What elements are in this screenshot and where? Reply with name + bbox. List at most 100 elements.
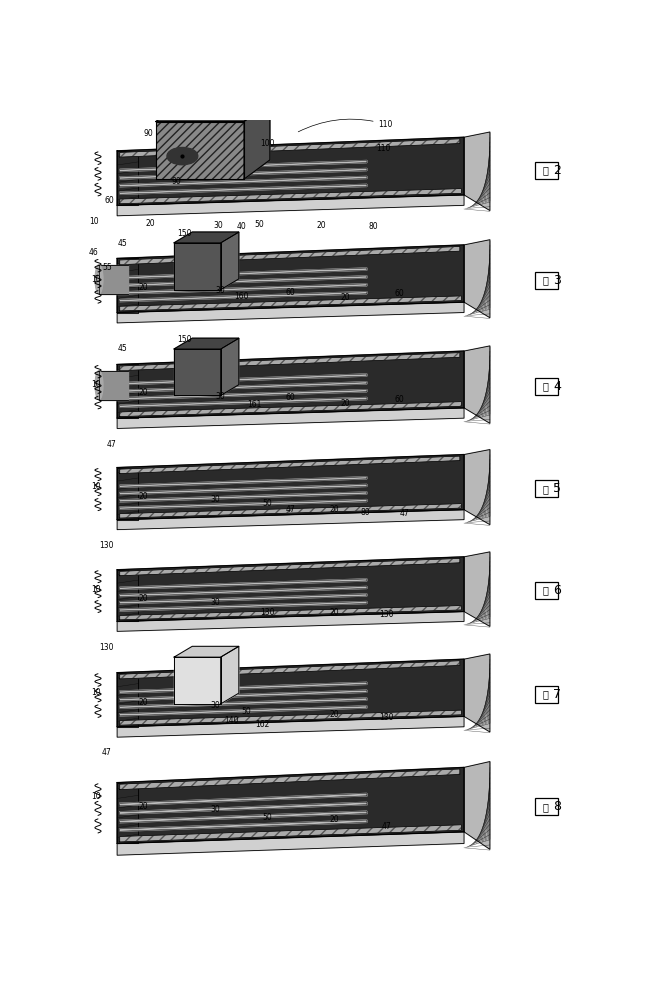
Text: 30: 30	[216, 286, 226, 295]
Polygon shape	[174, 657, 220, 704]
Polygon shape	[120, 168, 367, 179]
Text: 47: 47	[102, 748, 112, 757]
Polygon shape	[117, 195, 464, 216]
Polygon shape	[120, 161, 367, 171]
Text: 60: 60	[286, 393, 295, 402]
Text: 图: 图	[542, 585, 548, 595]
Text: 20: 20	[330, 815, 339, 824]
Polygon shape	[120, 276, 367, 286]
Polygon shape	[120, 802, 367, 814]
Polygon shape	[120, 769, 460, 790]
Text: 60: 60	[394, 289, 404, 298]
Text: 47: 47	[399, 509, 409, 518]
Polygon shape	[117, 351, 464, 418]
Text: 10: 10	[92, 792, 102, 801]
Text: 46: 46	[89, 248, 99, 257]
Text: 50: 50	[263, 499, 272, 508]
Polygon shape	[120, 268, 367, 279]
Polygon shape	[117, 408, 464, 428]
Text: 50: 50	[263, 813, 272, 822]
Polygon shape	[464, 132, 490, 211]
Polygon shape	[156, 122, 244, 179]
Polygon shape	[120, 477, 367, 487]
Text: 20: 20	[138, 698, 148, 707]
Text: 图: 图	[542, 381, 548, 391]
Text: 30: 30	[210, 805, 220, 814]
Polygon shape	[120, 504, 462, 518]
Polygon shape	[117, 455, 464, 520]
Polygon shape	[120, 296, 462, 311]
Polygon shape	[120, 586, 367, 597]
Polygon shape	[120, 661, 460, 679]
Polygon shape	[117, 258, 138, 312]
Polygon shape	[117, 557, 464, 621]
Text: 20: 20	[330, 505, 339, 514]
Text: 90: 90	[143, 129, 153, 138]
Polygon shape	[244, 102, 270, 179]
Text: 100: 100	[260, 139, 275, 148]
Polygon shape	[464, 552, 490, 626]
Text: 110: 110	[298, 119, 393, 132]
Polygon shape	[117, 611, 464, 631]
Text: 47: 47	[381, 822, 391, 831]
Text: 30: 30	[216, 392, 226, 401]
Polygon shape	[156, 102, 270, 122]
FancyBboxPatch shape	[536, 162, 558, 179]
Polygon shape	[120, 176, 367, 187]
Text: 图: 图	[542, 275, 548, 285]
Polygon shape	[174, 338, 239, 349]
Polygon shape	[117, 510, 464, 530]
Text: 20: 20	[330, 710, 339, 719]
Ellipse shape	[95, 371, 103, 400]
Polygon shape	[120, 825, 462, 842]
Text: 50: 50	[242, 707, 251, 716]
Ellipse shape	[167, 147, 198, 165]
Text: 130: 130	[100, 541, 114, 550]
Polygon shape	[220, 338, 239, 395]
Polygon shape	[464, 346, 490, 423]
Text: 161: 161	[247, 400, 262, 409]
Text: 140: 140	[224, 716, 238, 725]
Text: 10: 10	[92, 380, 102, 389]
Polygon shape	[117, 716, 464, 737]
Text: 130: 130	[379, 713, 393, 722]
Text: 20: 20	[138, 492, 148, 501]
FancyBboxPatch shape	[536, 272, 558, 289]
FancyBboxPatch shape	[536, 480, 558, 497]
Polygon shape	[120, 690, 367, 701]
Polygon shape	[120, 353, 460, 371]
Text: 47: 47	[286, 505, 295, 514]
Polygon shape	[464, 240, 490, 318]
Text: 30: 30	[213, 221, 223, 230]
Text: 60: 60	[286, 288, 295, 297]
FancyBboxPatch shape	[536, 798, 558, 815]
Text: 20: 20	[317, 221, 327, 230]
Text: 20: 20	[138, 283, 148, 292]
Text: 40: 40	[236, 222, 246, 231]
Text: 2: 2	[553, 164, 561, 177]
FancyBboxPatch shape	[536, 686, 558, 703]
Text: 80: 80	[361, 508, 371, 517]
Ellipse shape	[95, 265, 103, 294]
Text: 110: 110	[377, 144, 391, 153]
Polygon shape	[120, 284, 367, 294]
Text: 150: 150	[177, 229, 192, 238]
Polygon shape	[120, 558, 460, 576]
Text: 160: 160	[234, 292, 248, 301]
FancyBboxPatch shape	[536, 582, 558, 599]
Polygon shape	[120, 811, 367, 823]
Polygon shape	[117, 302, 464, 323]
Polygon shape	[120, 492, 367, 502]
Text: 30: 30	[210, 495, 220, 504]
Polygon shape	[120, 500, 367, 509]
Text: 150: 150	[177, 335, 192, 344]
Text: 20: 20	[138, 388, 148, 397]
Text: 图: 图	[542, 802, 548, 812]
Polygon shape	[174, 243, 220, 290]
Text: 162: 162	[255, 720, 269, 729]
Bar	[99, 265, 128, 294]
Polygon shape	[117, 783, 138, 843]
Polygon shape	[120, 292, 367, 302]
Text: 20: 20	[138, 594, 148, 603]
Text: 47: 47	[107, 440, 117, 449]
